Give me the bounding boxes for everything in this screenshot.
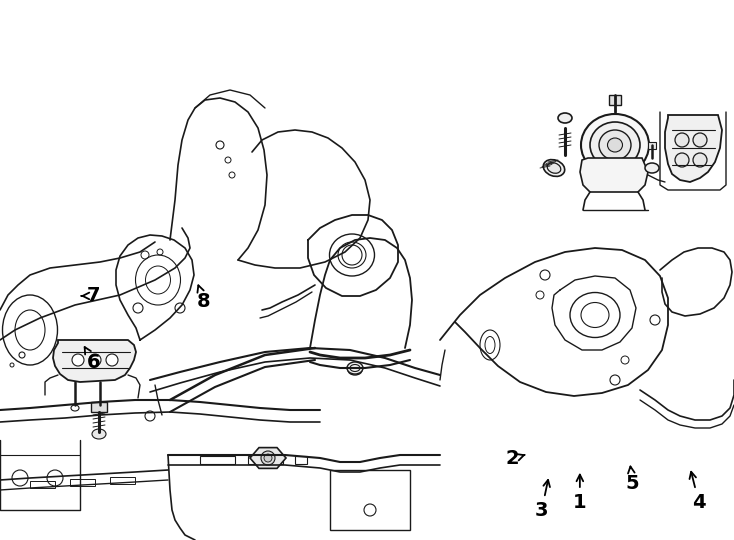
Circle shape xyxy=(72,354,84,366)
Bar xyxy=(30,481,55,488)
Text: 5: 5 xyxy=(626,467,639,493)
Text: 4: 4 xyxy=(689,472,705,512)
Ellipse shape xyxy=(558,113,572,123)
Bar xyxy=(330,470,410,530)
Ellipse shape xyxy=(675,133,689,147)
Bar xyxy=(248,456,283,464)
Text: 2: 2 xyxy=(506,449,525,469)
Text: 8: 8 xyxy=(197,285,211,311)
Polygon shape xyxy=(665,115,722,182)
Bar xyxy=(295,456,307,464)
Circle shape xyxy=(261,451,275,465)
Bar xyxy=(200,456,235,464)
Ellipse shape xyxy=(548,163,561,173)
Ellipse shape xyxy=(92,429,106,439)
Bar xyxy=(609,95,621,105)
Ellipse shape xyxy=(608,138,622,152)
Circle shape xyxy=(106,354,118,366)
Polygon shape xyxy=(53,340,136,382)
Ellipse shape xyxy=(693,153,707,167)
Text: 6: 6 xyxy=(84,347,101,373)
Circle shape xyxy=(264,454,272,462)
Ellipse shape xyxy=(675,153,689,167)
Bar xyxy=(110,477,135,484)
Text: 3: 3 xyxy=(535,480,550,520)
Circle shape xyxy=(89,354,101,366)
Bar xyxy=(91,402,107,412)
Ellipse shape xyxy=(347,362,363,374)
Bar xyxy=(648,142,656,149)
Ellipse shape xyxy=(599,130,631,160)
Bar xyxy=(70,479,95,486)
Text: 7: 7 xyxy=(81,286,101,306)
Polygon shape xyxy=(250,448,286,468)
Ellipse shape xyxy=(645,163,659,173)
Ellipse shape xyxy=(590,122,640,168)
Text: 1: 1 xyxy=(573,475,586,512)
Polygon shape xyxy=(580,158,648,192)
Ellipse shape xyxy=(693,133,707,147)
Ellipse shape xyxy=(543,160,564,177)
Ellipse shape xyxy=(581,114,649,176)
